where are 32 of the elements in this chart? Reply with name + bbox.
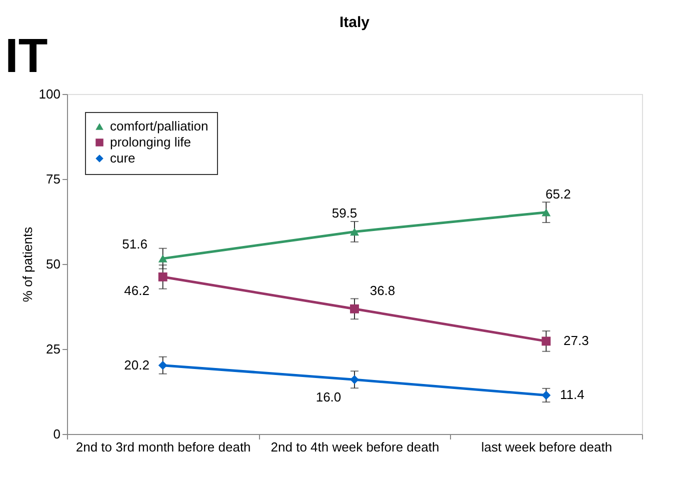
- data-label: 16.0: [316, 390, 342, 405]
- point: [542, 390, 551, 400]
- point: [350, 375, 359, 384]
- x-tick-label: 2nd to 4th week before death: [270, 440, 440, 454]
- point: [158, 272, 168, 282]
- data-label: 20.2: [124, 357, 150, 372]
- y-tick-label: 100: [38, 86, 60, 102]
- point: [350, 304, 359, 314]
- legend-label: cure: [110, 150, 136, 166]
- x-tick-label: 2nd to 3rd month before death: [76, 440, 251, 454]
- text: IT: [5, 30, 48, 83]
- data-label: 65.2: [546, 186, 571, 202]
- y-tick-label: 25: [46, 342, 60, 356]
- y-axis-title: % of patients: [20, 226, 35, 302]
- point: [158, 360, 168, 370]
- data-label: 11.4: [560, 387, 584, 402]
- point: [542, 208, 551, 216]
- y-tick-label: 75: [46, 172, 60, 186]
- x-tick-label: last week before death: [481, 440, 612, 454]
- point: [542, 336, 551, 346]
- chart-title: Italy: [339, 14, 370, 31]
- legend-label: prolonging life: [110, 134, 191, 150]
- data-label: 27.3: [564, 333, 589, 348]
- point: [350, 228, 359, 236]
- data-label: 59.5: [332, 206, 358, 221]
- y-tick-label: 0: [53, 426, 60, 442]
- data-label: 51.6: [122, 236, 148, 252]
- y-tick-label: 50: [46, 256, 60, 272]
- legend-label: comfort/palliation: [110, 118, 208, 134]
- data-label: 46.2: [124, 282, 150, 298]
- data-label: 36.8: [370, 282, 396, 298]
- point: [158, 254, 168, 262]
